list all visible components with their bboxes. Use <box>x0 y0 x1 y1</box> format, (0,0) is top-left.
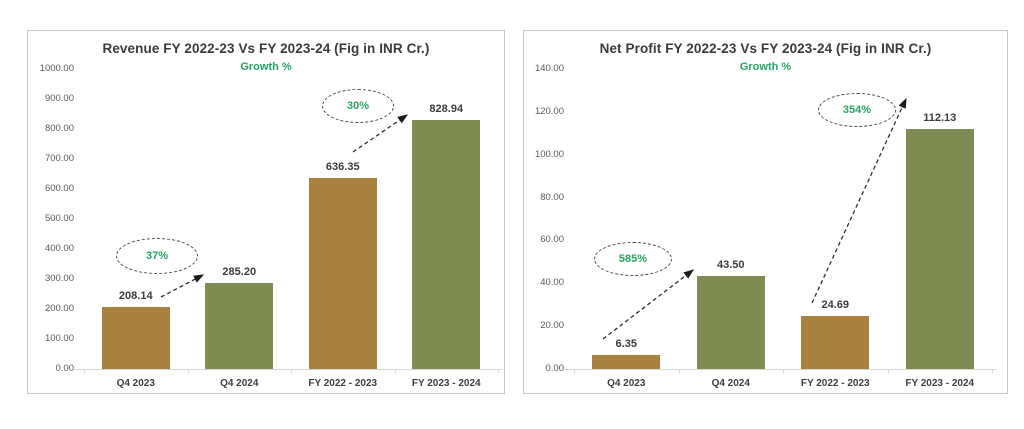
net-profit-chart-title: Net Profit FY 2022-23 Vs FY 2023-24 (Fig… <box>599 41 932 56</box>
revenue-y-axis-labels: 1000.00 900.00 800.00 700.00 600.00 500.00 400… <box>40 63 498 374</box>
growth-arrow-fy <box>352 114 409 153</box>
bar-value-label-q4-2024: 285.20 <box>222 266 257 278</box>
bar-slot-q4-2023: 208.14 <box>84 69 188 369</box>
net-profit-bars: 6.35 43.50 24.69 112.13 <box>574 69 992 369</box>
net-profit-x-axis-labels: Q4 2023 Q4 2024 FY 2022 - 2023 FY 2023 - 20… <box>574 369 992 389</box>
y-tick-label: 800.00 <box>44 123 74 134</box>
bar-fy-2022-2023 <box>308 178 377 369</box>
growth-arrow-fy <box>811 97 907 304</box>
y-tick-label: 100.00 <box>534 148 564 160</box>
x-axis-label-q4-2024: Q4 2024 <box>711 378 750 389</box>
revenue-growth-legend: Growth % <box>240 61 292 73</box>
revenue-growth-badge-q4: 37% <box>116 238 198 274</box>
y-tick-label: 120.00 <box>534 105 564 117</box>
bar-fy-2023-2024 <box>412 120 481 369</box>
x-axis-tick <box>678 369 680 373</box>
x-axis-tick <box>574 369 575 373</box>
growth-arrow-q4 <box>602 269 695 340</box>
x-axis-tick <box>84 369 85 373</box>
net-profit-growth-q4-label: 585% <box>618 253 648 265</box>
bar-value-label-fy-2022-2023: 636.35 <box>325 161 360 173</box>
y-tick-label: 1000.00 <box>39 63 74 74</box>
y-tick-label: 80.00 <box>540 191 564 203</box>
x-axis-tick <box>498 369 499 373</box>
revenue-x-axis-labels: Q4 2023 Q4 2024 FY 2022 - 2023 FY 2023 - 20… <box>84 369 498 389</box>
y-tick-label: 40.00 <box>540 277 564 289</box>
net-profit-plot-area: 140.00 120.00 100.00 80.00 60.00 40.00 20.00 0.… <box>535 63 996 389</box>
y-tick-label: 200.00 <box>44 303 74 314</box>
x-axis-label-q4-2023: Q4 2023 <box>607 378 646 389</box>
bar-value-label-q4-2024: 43.50 <box>716 259 745 271</box>
y-tick-label: 100.00 <box>44 333 74 344</box>
revenue-chart-panel: Revenue FY 2022-23 Vs FY 2023-24 (Fig in… <box>27 30 505 394</box>
x-axis-tick <box>187 369 189 373</box>
x-axis-label-q4-2023: Q4 2023 <box>116 378 155 389</box>
x-axis-tick <box>394 369 396 373</box>
net-profit-growth-fy-label: 354% <box>842 104 872 116</box>
y-tick-label: 900.00 <box>44 93 74 104</box>
revenue-bars: 208.14 285.20 636.35 828.94 <box>84 69 498 369</box>
revenue-chart-title: Revenue FY 2022-23 Vs FY 2023-24 (Fig in… <box>102 41 430 56</box>
y-tick-label: 400.00 <box>44 243 74 254</box>
y-tick-label: 700.00 <box>44 153 74 164</box>
revenue-growth-q4-label: 37% <box>145 250 169 262</box>
net-profit-growth-arrows <box>602 97 907 340</box>
bar-value-label-fy-2023-2024: 112.13 <box>923 112 957 124</box>
y-tick-label: 60.00 <box>540 234 564 246</box>
growth-arrow-q4 <box>160 274 205 298</box>
bar-q4-2024 <box>205 283 274 369</box>
x-axis-label-fy-2022-2023: FY 2022 - 2023 <box>800 378 870 389</box>
revenue-growth-arrows <box>160 114 409 298</box>
y-tick-label: 300.00 <box>44 273 74 284</box>
net-profit-growth-legend: Growth % <box>739 61 792 73</box>
bar-slot-fy-2023-2024: 828.94 <box>395 69 499 369</box>
revenue-growth-fy-label: 30% <box>346 100 370 112</box>
bar-value-label-q4-2023: 208.14 <box>118 290 153 302</box>
y-tick-label: 600.00 <box>44 183 74 194</box>
net-profit-x-axis-line <box>564 369 996 370</box>
x-axis-tick <box>291 369 292 373</box>
bar-value-label-fy-2023-2024: 828.94 <box>429 103 464 115</box>
net-profit-y-axis-labels: 140.00 120.00 100.00 80.00 60.00 40.00 20.00 0.… <box>535 63 992 374</box>
bar-q4-2024 <box>696 276 765 369</box>
revenue-x-axis-line <box>74 369 502 370</box>
bar-q4-2023 <box>101 307 170 369</box>
bar-slot-q4-2024: 285.20 <box>188 69 292 369</box>
y-tick-label: 0.00 <box>545 363 565 374</box>
revenue-growth-badge-fy: 30% <box>322 89 394 123</box>
y-tick-label: 20.00 <box>540 320 564 332</box>
x-axis-label-q4-2024: Q4 2024 <box>220 378 259 389</box>
bar-slot-fy-2023-2024: 112.13 <box>888 69 993 369</box>
x-axis-tick <box>992 369 993 373</box>
bar-value-label-fy-2022-2023: 24.69 <box>821 299 850 311</box>
net-profit-growth-badge-q4: 585% <box>594 242 672 276</box>
bar-slot-fy-2022-2023: 636.35 <box>291 69 395 369</box>
bar-slot-q4-2024: 43.50 <box>679 69 784 369</box>
y-tick-label: 140.00 <box>534 63 564 74</box>
x-axis-label-fy-2023-2024: FY 2023 - 2024 <box>411 378 481 389</box>
x-axis-label-fy-2022-2023: FY 2022 - 2023 <box>308 378 378 389</box>
bar-slot-fy-2022-2023: 24.69 <box>783 69 888 369</box>
revenue-plot-area: 1000.00 900.00 800.00 700.00 600.00 500.00 400… <box>40 63 502 389</box>
bar-fy-2022-2023 <box>801 316 870 369</box>
y-tick-label: 0.00 <box>55 363 75 374</box>
net-profit-chart-panel: Net Profit FY 2022-23 Vs FY 2023-24 (Fig… <box>523 30 1008 394</box>
bar-q4-2023 <box>592 355 661 369</box>
bar-slot-q4-2023: 6.35 <box>574 69 679 369</box>
bar-value-label-q4-2023: 6.35 <box>615 338 637 350</box>
x-axis-tick <box>783 369 784 373</box>
bar-fy-2023-2024 <box>905 129 974 369</box>
x-axis-tick <box>887 369 889 373</box>
y-tick-label: 500.00 <box>44 213 74 224</box>
x-axis-label-fy-2023-2024: FY 2023 - 2024 <box>905 378 975 389</box>
net-profit-growth-badge-fy: 354% <box>818 93 896 127</box>
